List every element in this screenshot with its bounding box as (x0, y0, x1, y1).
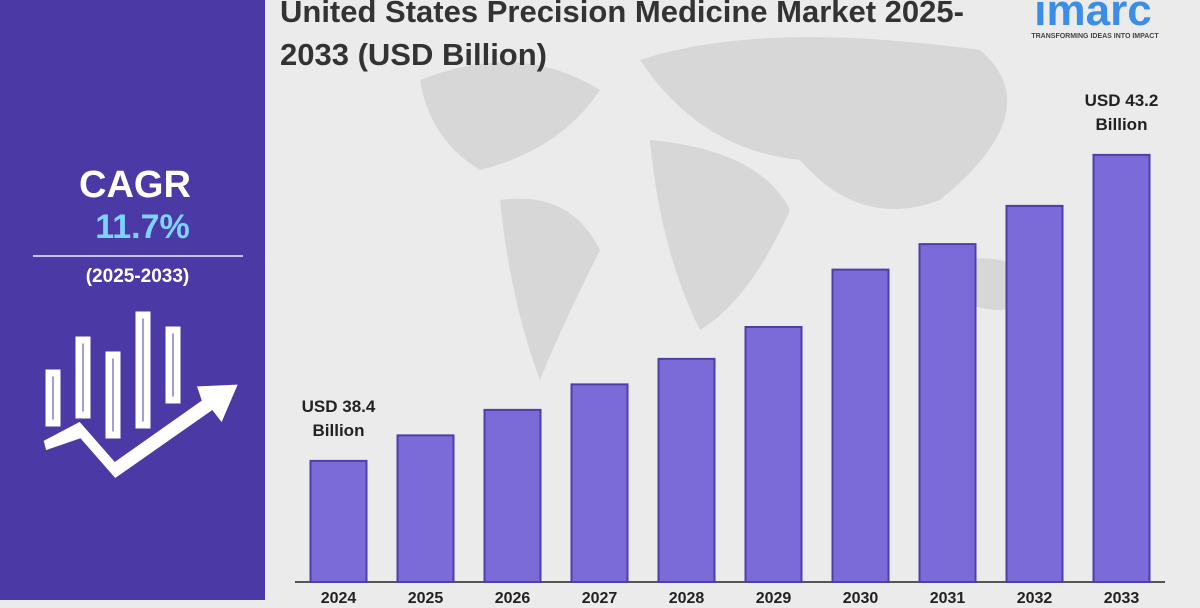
bar (396, 434, 455, 583)
x-tick-label: 2033 (1103, 590, 1140, 607)
x-tick-label: 2029 (755, 590, 792, 607)
bar (309, 459, 368, 583)
bar (657, 357, 716, 583)
cagr-value: 11.7% (95, 208, 190, 246)
bar (831, 268, 890, 583)
growth-icon (40, 311, 243, 483)
x-tick-label: 2027 (581, 590, 618, 607)
x-tick-label: 2028 (668, 590, 705, 607)
cagr-period: (2025-2033) (85, 266, 190, 287)
x-tick-label: 2030 (842, 590, 879, 607)
bar (744, 326, 803, 583)
bar (570, 383, 629, 583)
bar (918, 243, 977, 583)
logo-brand: imarc (1034, 0, 1152, 35)
x-tick-label: 2031 (929, 590, 966, 607)
chart-title: United States Precision Medicine Market … (280, 0, 964, 72)
world-map (420, 37, 1040, 380)
icon-arrow (40, 381, 243, 483)
icon-bars (45, 311, 181, 439)
bar (1005, 204, 1064, 583)
bar (483, 408, 542, 583)
logo-tagline: TRANSFORMING IDEAS INTO IMPACT (1031, 33, 1159, 40)
cagr-label: CAGR (79, 164, 191, 206)
value-label: USD 38.4 Billion (301, 396, 376, 440)
sidebar: CAGR 11.7% (2025-2033) (0, 0, 265, 600)
bar (1092, 153, 1151, 583)
x-tick-label: 2024 (320, 590, 357, 607)
x-tick-label: 2032 (1016, 590, 1053, 607)
x-tick-label: 2026 (494, 590, 531, 607)
value-label: USD 43.2 Billion (1084, 90, 1159, 134)
divider (33, 255, 243, 257)
x-tick-label: 2025 (407, 590, 444, 607)
